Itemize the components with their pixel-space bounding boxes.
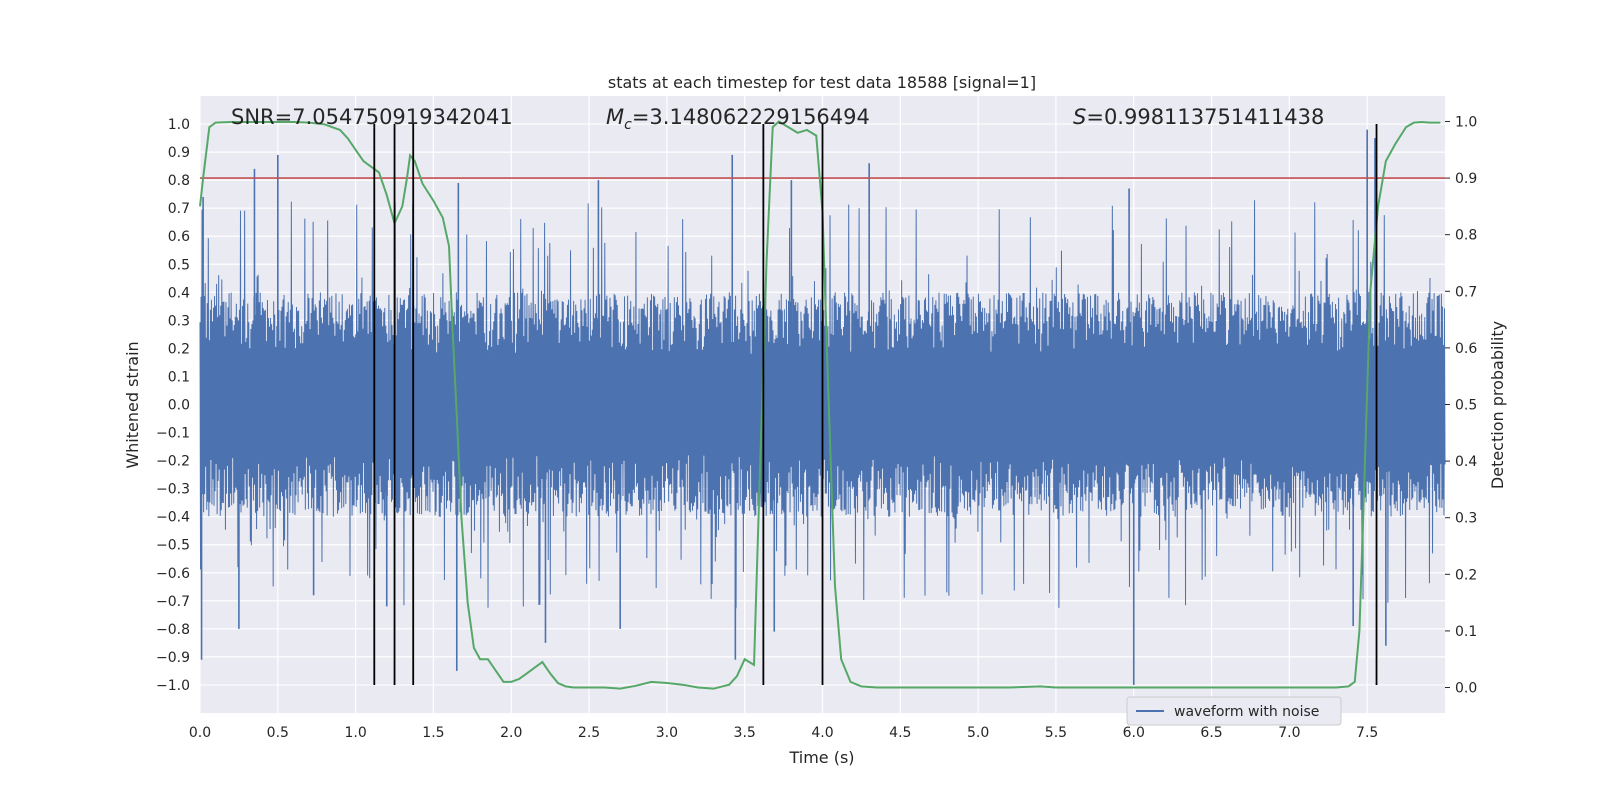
legend: waveform with noise <box>1126 696 1342 726</box>
x-tick-label: 6.0 <box>1123 725 1145 741</box>
chirp-mass-value: =3.148062229156494 <box>632 105 870 129</box>
y-tick-label: 0.5 <box>168 257 190 273</box>
x-tick-label: 1.5 <box>422 725 444 741</box>
chirp-mass-annotation: Mc=3.148062229156494 <box>606 105 870 133</box>
x-tick-label: 4.0 <box>811 725 833 741</box>
y-tick-label: −0.5 <box>156 538 190 554</box>
y-tick-label: 0.0 <box>168 398 190 414</box>
x-tick-label: 7.0 <box>1278 725 1300 741</box>
x-axis-label: Time (s) <box>788 748 854 767</box>
probability-line <box>199 120 1441 690</box>
tick-labels: 0.0 0.5 1.0 1.5 2.0 2.5 3.0 3.5 4.0 4.5 5.0 5.5 6.0 6… <box>156 114 1477 741</box>
y2-tick-label: 1.0 <box>1455 114 1477 130</box>
y2-tick-label: 0.3 <box>1455 511 1477 527</box>
snr-annotation: SNR=7.054750919342041 <box>231 105 513 129</box>
y-tick-label: −0.7 <box>156 594 190 610</box>
y-tick-label: −0.9 <box>156 650 190 666</box>
y2-tick-label: 0.2 <box>1455 567 1477 583</box>
x-tick-label: 5.0 <box>967 725 989 741</box>
y-tick-label: 0.9 <box>168 145 190 161</box>
chirp-mass-subscript: c <box>624 117 632 133</box>
x-tick-label: 7.5 <box>1356 725 1378 741</box>
y-tick-label: −0.8 <box>156 622 190 638</box>
y2-tick-label: 0.4 <box>1455 454 1477 470</box>
y-tick-label: 0.3 <box>168 313 190 329</box>
legend-label: waveform with noise <box>1174 704 1319 720</box>
x-tick-label: 3.0 <box>656 725 678 741</box>
y2-tick-label: 0.7 <box>1455 284 1477 300</box>
y2-tick-label: 0.1 <box>1455 624 1477 640</box>
y-tick-label: 0.6 <box>168 229 190 245</box>
chart-title: stats at each timestep for test data 185… <box>608 73 1036 92</box>
y-tick-label: −0.1 <box>156 426 190 442</box>
y-tick-label: −1.0 <box>156 678 190 694</box>
legend-box <box>1126 696 1342 726</box>
y-tick-label: −0.6 <box>156 566 190 582</box>
x-tick-label: 0.0 <box>189 725 211 741</box>
y-tick-label: −0.2 <box>156 454 190 470</box>
chirp-mass-symbol: M <box>606 105 624 129</box>
x-tick-label: 0.5 <box>267 725 289 741</box>
y-tick-label: −0.4 <box>156 510 190 526</box>
y2-tick-label: 0.0 <box>1455 681 1477 697</box>
vertical-markers <box>373 124 1378 685</box>
x-tick-label: 1.0 <box>344 725 366 741</box>
x-tick-label: 2.0 <box>500 725 522 741</box>
y-tick-label: 1.0 <box>168 117 190 133</box>
s-value: =0.998113751411438 <box>1086 105 1324 129</box>
y-tick-label: 0.4 <box>168 285 190 301</box>
x-tick-label: 4.5 <box>889 725 911 741</box>
y2-tick-label: 0.5 <box>1455 398 1477 414</box>
probability-series <box>199 120 1441 690</box>
x-tick-label: 6.5 <box>1200 725 1222 741</box>
s-symbol: S <box>1073 105 1086 129</box>
y2-axis-label: Detection probability <box>1488 321 1507 489</box>
y2-tick-label: 0.9 <box>1455 171 1477 187</box>
s-annotation: S=0.998113751411438 <box>1073 105 1324 129</box>
y2-tick-label: 0.8 <box>1455 228 1477 244</box>
y-axis-label: Whitened strain <box>123 341 142 468</box>
x-tick-label: 2.5 <box>578 725 600 741</box>
y-tick-label: 0.7 <box>168 201 190 217</box>
x-tick-label: 5.5 <box>1045 725 1067 741</box>
y-tick-label: 0.2 <box>168 341 190 357</box>
x-tick-label: 3.5 <box>734 725 756 741</box>
y-tick-label: 0.1 <box>168 369 190 385</box>
y-tick-label: 0.8 <box>168 173 190 189</box>
y2-tick-label: 0.6 <box>1455 341 1477 357</box>
y-tick-label: −0.3 <box>156 482 190 498</box>
